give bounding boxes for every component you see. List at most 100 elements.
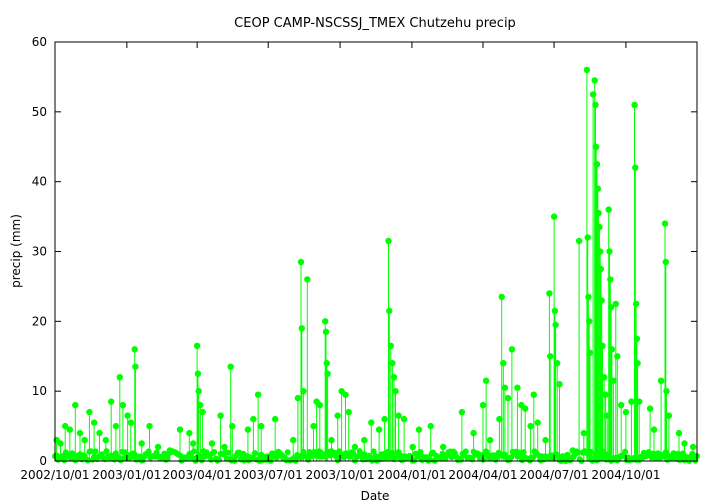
data-point — [556, 381, 563, 388]
data-point — [146, 422, 153, 430]
data-point — [675, 429, 683, 437]
data-point — [585, 293, 592, 301]
data-point — [530, 391, 537, 398]
baseline-marker — [211, 449, 218, 455]
y-tick-label: 0 — [39, 454, 47, 468]
data-point — [298, 325, 305, 332]
data-point — [229, 422, 236, 430]
data-point — [351, 443, 359, 451]
data-point — [392, 388, 399, 395]
data-point — [154, 443, 162, 451]
data-point — [90, 419, 98, 426]
data-point — [334, 412, 341, 419]
data-point — [608, 346, 616, 353]
data-point — [634, 360, 641, 367]
data-point — [618, 401, 625, 409]
data-point — [427, 422, 434, 430]
data-point — [632, 164, 639, 171]
data-point — [290, 436, 297, 444]
series-0 — [53, 66, 697, 461]
x-tick-label: 2004/04/01 — [448, 468, 517, 482]
data-point — [375, 426, 383, 433]
data-point — [632, 300, 640, 308]
data-point — [300, 388, 307, 395]
data-point — [665, 412, 673, 419]
data-point — [597, 248, 604, 255]
data-point — [527, 422, 534, 430]
data-point — [57, 440, 64, 447]
data-point — [580, 429, 587, 437]
baseline-marker — [145, 448, 152, 455]
baseline-marker — [92, 448, 99, 455]
data-point — [610, 377, 617, 384]
data-point — [342, 391, 349, 398]
data-point — [598, 297, 605, 304]
data-point — [385, 237, 392, 245]
data-point — [244, 426, 252, 433]
data-point — [575, 237, 583, 245]
x-tick-label: 2003/04/01 — [163, 468, 232, 482]
data-point — [138, 440, 145, 447]
data-point — [127, 419, 134, 426]
data-point — [605, 206, 612, 213]
baseline-marker — [530, 454, 536, 461]
baseline-marker — [305, 456, 312, 463]
data-point — [586, 349, 594, 356]
data-point — [322, 318, 329, 325]
data-point — [650, 426, 658, 433]
data-point — [636, 398, 643, 405]
chart-title: CEOP CAMP-NSCSSJ_TMEX Chutzehu precip — [234, 16, 516, 31]
data-point — [409, 443, 416, 451]
data-point — [612, 300, 619, 308]
baseline-marker — [622, 448, 629, 455]
data-point — [534, 419, 541, 426]
baseline-markers — [52, 448, 700, 464]
data-point — [661, 220, 669, 227]
data-point — [132, 363, 139, 370]
data-point — [166, 447, 173, 454]
data-point — [482, 377, 490, 384]
data-point — [522, 405, 529, 412]
data-point — [304, 276, 311, 283]
data-point — [542, 436, 549, 444]
data-point — [72, 401, 79, 409]
baseline-marker — [225, 449, 232, 456]
data-point — [552, 321, 559, 328]
data-point — [112, 422, 120, 430]
data-point — [119, 401, 127, 409]
baseline-marker — [462, 448, 469, 455]
data-point — [86, 408, 93, 416]
data-point — [631, 101, 638, 109]
data-point — [657, 377, 665, 384]
data-point — [272, 415, 279, 423]
data-point — [479, 401, 487, 409]
data-point — [96, 429, 103, 437]
y-tick-label: 60 — [32, 35, 47, 49]
data-point — [600, 374, 608, 381]
data-point — [194, 370, 202, 377]
data-point — [297, 258, 305, 266]
data-point — [254, 391, 262, 398]
data-point — [646, 405, 654, 412]
data-point — [514, 384, 521, 391]
y-axis-label: precip (mm) — [9, 214, 23, 288]
data-point — [324, 370, 331, 377]
data-point — [597, 265, 605, 273]
baseline-marker — [314, 453, 321, 460]
data-point — [496, 415, 503, 423]
baseline-marker — [564, 451, 571, 458]
baseline-marker — [575, 449, 582, 456]
data-point — [546, 290, 553, 297]
data-point — [328, 436, 335, 444]
x-tick-label: 2003/01/01 — [92, 468, 161, 482]
data-point — [310, 422, 317, 430]
data-point — [551, 307, 559, 315]
data-point — [662, 258, 669, 266]
data-point — [633, 335, 641, 342]
x-tick-label: 2003/07/01 — [234, 468, 303, 482]
baseline-marker — [284, 449, 291, 456]
data-point — [591, 77, 598, 84]
baseline-marker — [61, 457, 68, 464]
data-point — [131, 346, 138, 353]
